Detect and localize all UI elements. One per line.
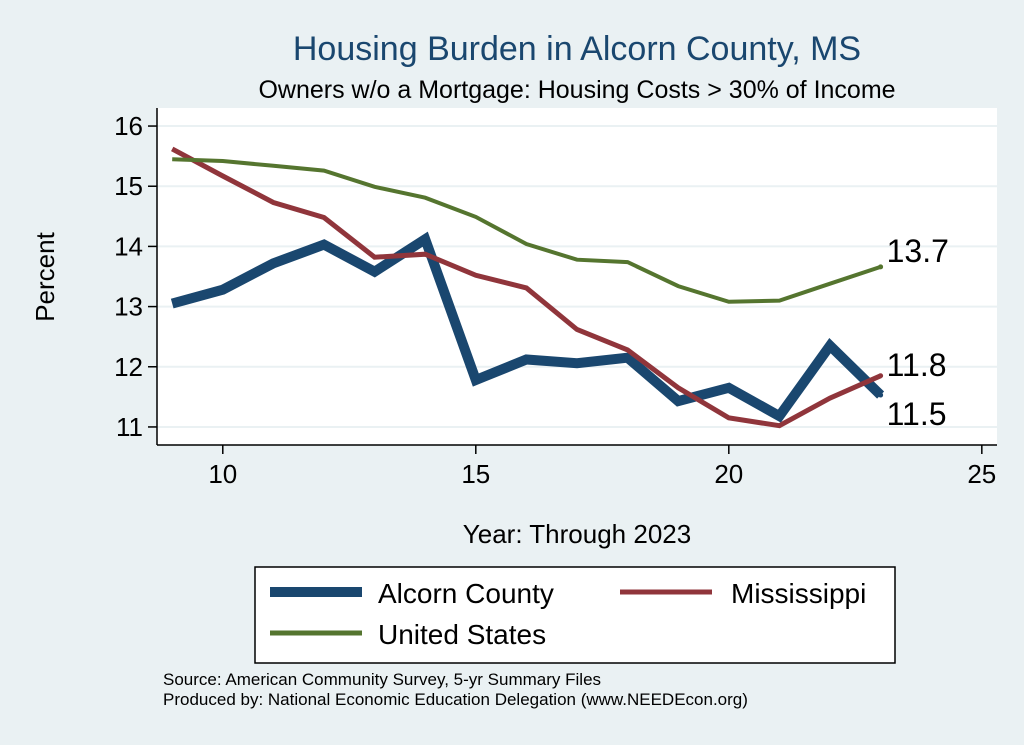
series-line-mississippi (171, 146, 882, 429)
y-tick-label: 16 (114, 111, 143, 141)
series-end-point (878, 373, 884, 379)
legend: Alcorn County Mississippi United States (254, 566, 896, 664)
producer-note: Produced by: National Economic Education… (163, 690, 748, 709)
series-line-alcorn-county (170, 231, 885, 423)
legend-label-united-states: United States (378, 619, 546, 650)
y-tick-label: 12 (114, 352, 143, 382)
y-tick-label: 13 (114, 292, 143, 322)
series-end-point (878, 392, 884, 398)
legend-box (254, 566, 896, 664)
x-tick-label: 20 (714, 459, 743, 489)
end-labels: 11.5 11.8 13.7 (887, 233, 949, 432)
chart-subtitle: Owners w/o a Mortgage: Housing Costs > 3… (258, 76, 895, 104)
source-note: Source: American Community Survey, 5-yr … (163, 670, 602, 689)
series-end-point (878, 264, 884, 270)
axes: 11 12 13 14 15 16 10 15 20 25 (114, 108, 997, 489)
x-axis-title: Year: Through 2023 (463, 519, 691, 549)
end-label-mississippi: 11.8 (887, 347, 947, 383)
end-label-alcorn-county: 11.5 (887, 396, 947, 432)
y-tick-label: 14 (114, 231, 143, 261)
y-tick-label: 15 (114, 171, 143, 201)
x-tick-label: 25 (967, 459, 996, 489)
gridlines (157, 125, 997, 428)
series-line-united-states (172, 157, 882, 304)
x-tick-label: 10 (208, 459, 237, 489)
plot-area (157, 108, 997, 445)
chart-title: Housing Burden in Alcorn County, MS (293, 30, 861, 68)
x-tick-label: 15 (461, 459, 490, 489)
y-tick-label: 11 (116, 412, 143, 442)
legend-label-alcorn-county: Alcorn County (378, 578, 554, 609)
legend-label-mississippi: Mississippi (731, 578, 866, 609)
end-label-united-states: 13.7 (887, 233, 949, 269)
series-lines (170, 146, 885, 429)
y-axis-title: Percent (30, 231, 60, 321)
